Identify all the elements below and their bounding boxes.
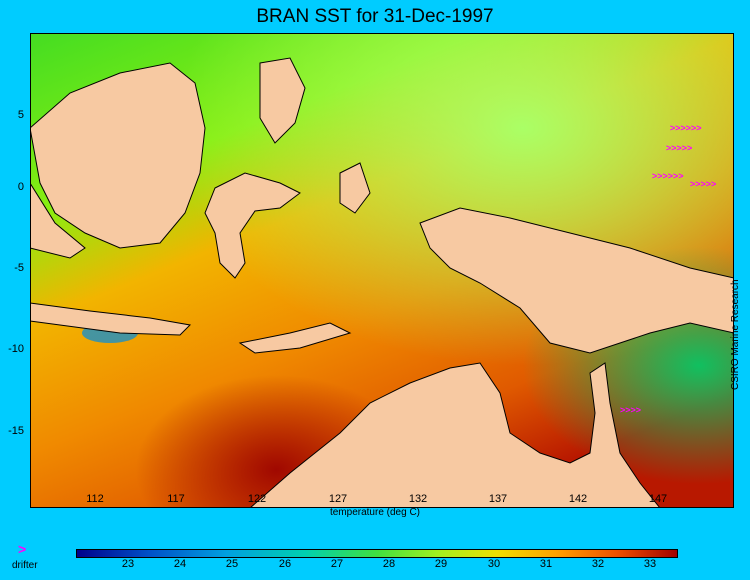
- land-java: [30, 302, 192, 336]
- land-australia: [249, 362, 661, 508]
- colorbar-tick-label: 31: [539, 558, 553, 570]
- x-tick-label: 147: [648, 493, 668, 505]
- y-tick-label: -5: [14, 262, 24, 274]
- land-borneo: [30, 62, 206, 249]
- x-tick-label: 122: [247, 493, 267, 505]
- map-title: BRAN SST for 31-Dec-1997: [256, 6, 494, 27]
- colorbar: [76, 549, 678, 558]
- land-timor: [238, 322, 352, 354]
- y-tick-label: -10: [8, 343, 24, 355]
- land-philippines: [259, 57, 306, 144]
- land-new-guinea: [419, 207, 734, 354]
- colorbar-label: temperature (deg C): [329, 507, 421, 518]
- drifter-track-4: >>>>>: [690, 179, 716, 189]
- land-sulawesi: [204, 172, 301, 279]
- colorbar-tick-label: 26: [278, 558, 292, 570]
- y-tick-label: 5: [17, 109, 24, 121]
- colorbar-tick-label: 27: [330, 558, 344, 570]
- drifter-legend-icon: >: [18, 541, 27, 557]
- colorbar-tick-label: 30: [487, 558, 501, 570]
- x-tick-label: 137: [488, 493, 508, 505]
- drifter-track-3: >>>>>>: [652, 171, 684, 181]
- x-tick-label: 117: [167, 493, 185, 505]
- x-tick-label: 132: [408, 493, 428, 505]
- colorbar-tick-label: 32: [591, 558, 605, 570]
- x-tick-label: 127: [328, 493, 348, 505]
- x-tick-label: 142: [568, 493, 588, 505]
- land-west-edge: [30, 182, 86, 259]
- land-halmahera: [339, 162, 371, 214]
- drifter-legend-label: drifter: [12, 560, 38, 571]
- credit-text: CSIRO Marine Research: [730, 279, 741, 390]
- colorbar-tick-label: 28: [382, 558, 396, 570]
- sst-map: >>>>>> >>>>> >>>>>> >>>>> >>>>: [30, 33, 734, 508]
- y-tick-label: 0: [17, 181, 24, 193]
- drifter-track-1: >>>>>>: [670, 123, 702, 133]
- x-tick-label: 112: [86, 493, 104, 505]
- colorbar-tick-label: 33: [643, 558, 657, 570]
- drifter-track-5: >>>>: [620, 405, 641, 415]
- colorbar-tick-label: 24: [173, 558, 187, 570]
- drifter-track-2: >>>>>: [666, 143, 692, 153]
- y-tick-label: -15: [8, 425, 24, 437]
- colorbar-tick-label: 29: [434, 558, 448, 570]
- colorbar-tick-label: 23: [121, 558, 135, 570]
- colorbar-tick-label: 25: [225, 558, 239, 570]
